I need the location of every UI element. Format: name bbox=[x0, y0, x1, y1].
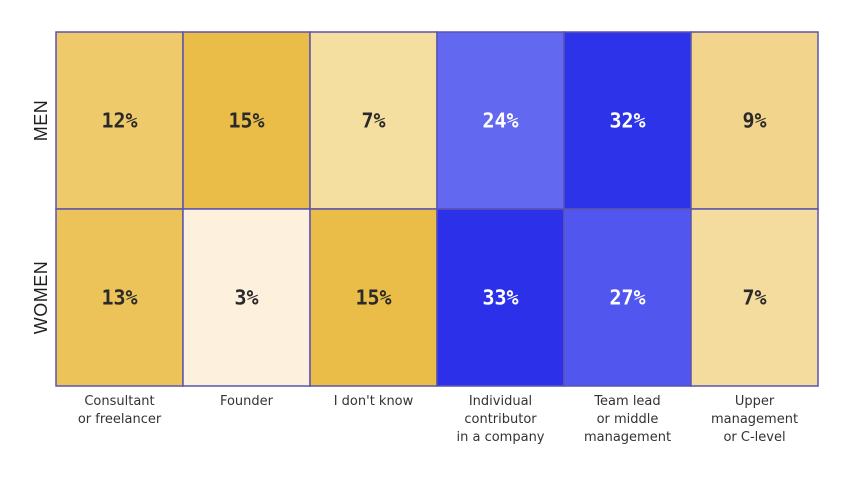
cell-value-label: 7% bbox=[742, 286, 766, 310]
column-label-line: management bbox=[583, 430, 672, 445]
heatmap-cell bbox=[309, 31, 438, 210]
column-label-line: Individual bbox=[468, 394, 533, 409]
row-label: MEN bbox=[31, 100, 51, 142]
cell-value-label: 3% bbox=[234, 286, 258, 310]
cell-value-label: 7% bbox=[361, 109, 385, 133]
column-label-line: or C-level bbox=[723, 430, 786, 445]
column-label-line: Team lead bbox=[594, 394, 661, 409]
column-label-line: or freelancer bbox=[77, 412, 162, 427]
column-label-line: I don't know bbox=[333, 394, 414, 409]
cell-value-label: 24% bbox=[482, 109, 518, 133]
heatmap-cell bbox=[563, 208, 692, 387]
column-label-line: Consultant bbox=[84, 394, 155, 409]
column-label-line: in a company bbox=[456, 430, 545, 445]
column-label-line: Upper bbox=[734, 394, 775, 409]
column-label: Founder bbox=[183, 393, 310, 411]
cell-value-label: 9% bbox=[742, 109, 766, 133]
column-label: Team lead or middle management bbox=[564, 393, 691, 447]
column-label: Consultant or freelancer bbox=[56, 393, 183, 429]
cell-value-label: 12% bbox=[101, 109, 137, 133]
row-label: WOMEN bbox=[31, 261, 51, 335]
heatmap-cell bbox=[309, 208, 438, 387]
heatmap-cell bbox=[55, 31, 184, 210]
heatmap-cell bbox=[690, 208, 819, 387]
cell-value-label: 13% bbox=[101, 286, 137, 310]
cell-value-label: 27% bbox=[609, 286, 645, 310]
column-label-line: or middle bbox=[596, 412, 659, 427]
cell-value-label: 15% bbox=[355, 286, 391, 310]
column-label-line: Founder bbox=[219, 394, 274, 409]
heatmap-cell bbox=[182, 208, 311, 387]
column-label: Upper management or C-level bbox=[691, 393, 818, 447]
cell-value-label: 32% bbox=[609, 109, 645, 133]
heatmap-cell bbox=[690, 31, 819, 210]
heatmap-cell bbox=[436, 208, 565, 387]
heatmap-cell bbox=[55, 208, 184, 387]
column-label: I don't know bbox=[310, 393, 437, 411]
column-label-line: management bbox=[710, 412, 799, 427]
column-label-line: contributor bbox=[464, 412, 537, 427]
heatmap-cell bbox=[182, 31, 311, 210]
cell-value-label: 33% bbox=[482, 286, 518, 310]
column-label: Individual contributor in a company bbox=[437, 393, 564, 447]
cell-value-label: 15% bbox=[228, 109, 264, 133]
